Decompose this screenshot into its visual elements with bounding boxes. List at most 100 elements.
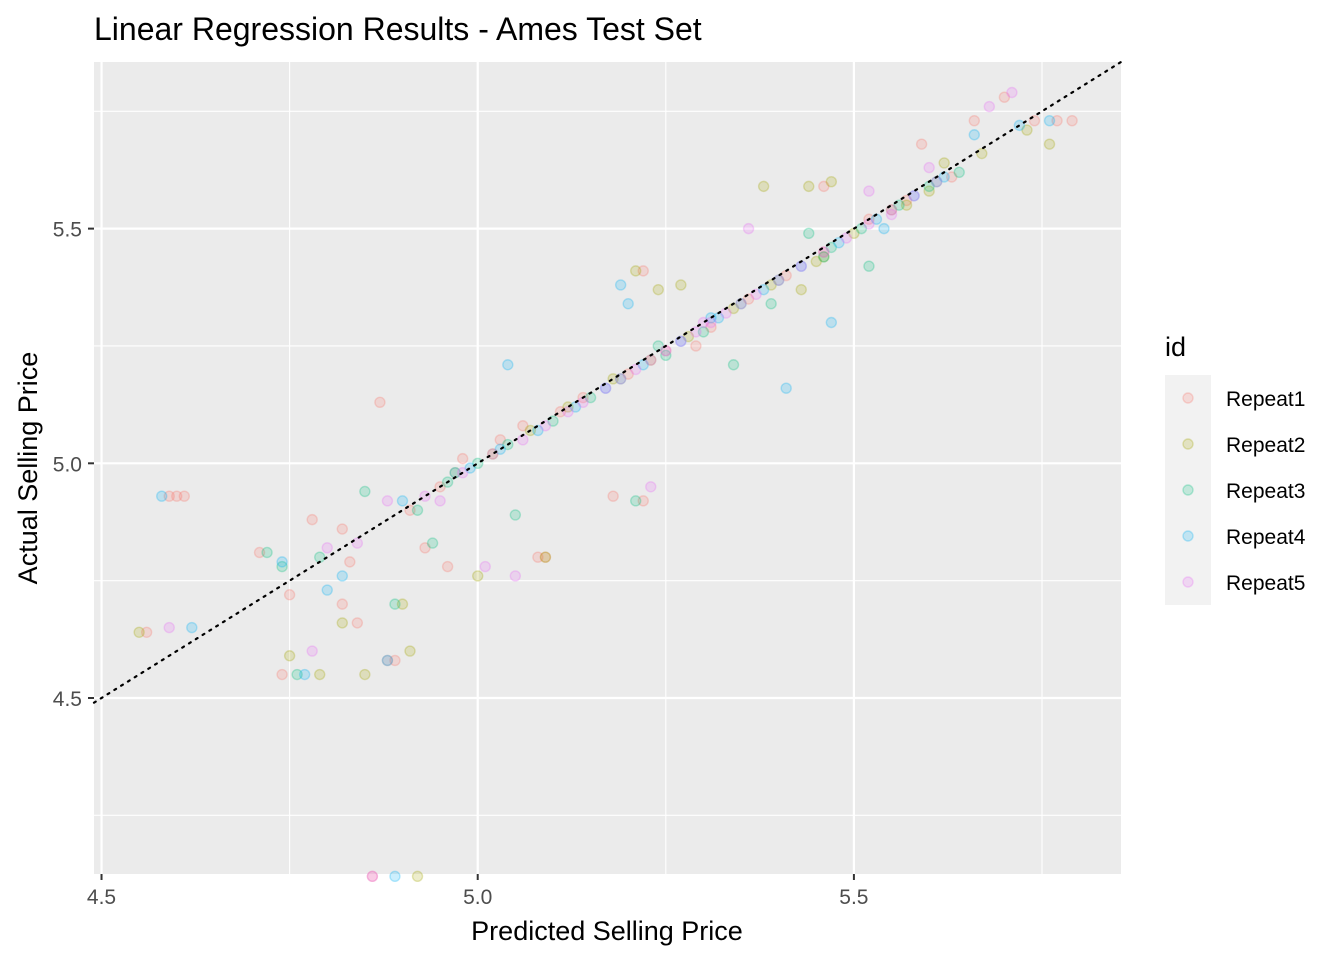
data-point-repeat3 xyxy=(803,227,815,240)
data-point-repeat1 xyxy=(441,560,454,573)
data-point-repeat5 xyxy=(562,405,574,418)
legend-key-repeat4 xyxy=(1182,530,1194,542)
data-point-repeat2 xyxy=(976,147,988,160)
data-point-repeat5 xyxy=(479,560,491,573)
data-point-repeat2 xyxy=(818,251,830,263)
legend-key-repeat1 xyxy=(1182,392,1194,404)
data-point-repeat1 xyxy=(351,617,364,629)
data-point-repeat4 xyxy=(1043,114,1056,127)
x-tick-label: 5.0 xyxy=(463,886,492,909)
data-point-repeat3 xyxy=(697,326,710,338)
legend-key-repeat5 xyxy=(1182,576,1194,588)
data-point-repeat5 xyxy=(1006,86,1018,99)
legend-label-repeat2: Repeat2 xyxy=(1226,434,1305,457)
data-point-repeat2 xyxy=(359,668,371,681)
data-point-repeat3 xyxy=(660,349,672,362)
data-point-repeat2 xyxy=(938,157,950,169)
x-axis-title: Predicted Selling Price xyxy=(471,916,743,946)
data-point-repeat3 xyxy=(359,485,371,498)
legend-entries: Repeat1 Repeat2 Repeat3 Repeat4 Repeat5 xyxy=(1182,388,1306,595)
y-tick-label: 4.5 xyxy=(53,688,82,711)
data-point-repeat4 xyxy=(389,870,401,883)
data-point-repeat3 xyxy=(630,495,642,507)
data-point-repeat1 xyxy=(163,490,175,502)
y-tick-label: 5.0 xyxy=(53,453,82,476)
data-point-repeat4 xyxy=(968,129,980,141)
data-point-repeat3 xyxy=(863,260,875,272)
data-point-repeat1 xyxy=(381,654,394,667)
data-point-repeat3 xyxy=(765,298,777,310)
data-point-repeat1 xyxy=(178,490,190,502)
data-point-repeat1 xyxy=(998,91,1011,103)
data-point-repeat5 xyxy=(487,448,499,460)
data-point-repeat5 xyxy=(351,537,364,549)
legend-label-repeat5: Repeat5 xyxy=(1226,572,1305,595)
grid-layer xyxy=(94,62,1121,874)
data-point-repeat5 xyxy=(321,542,333,554)
data-point-repeat2 xyxy=(757,180,770,193)
data-point-repeat1 xyxy=(456,452,469,465)
data-point-repeat1 xyxy=(637,265,649,277)
data-point-repeat1 xyxy=(344,556,356,568)
y-axis-title: Actual Selling Price xyxy=(13,352,43,585)
data-point-repeat2 xyxy=(900,199,913,211)
data-point-repeat1 xyxy=(705,321,717,333)
data-point-repeat2 xyxy=(675,279,687,291)
data-point-repeat4 xyxy=(878,222,890,235)
data-point-repeat1 xyxy=(607,490,619,502)
data-point-repeat5 xyxy=(705,316,717,329)
data-point-repeat5 xyxy=(381,495,394,507)
data-point-repeat3 xyxy=(509,509,522,521)
data-point-repeat5 xyxy=(983,100,996,113)
plot-panel xyxy=(94,62,1121,874)
data-point-repeat4 xyxy=(321,584,333,596)
legend-title: id xyxy=(1165,332,1186,362)
data-point-repeat1 xyxy=(915,138,928,150)
data-point-repeat4 xyxy=(825,316,838,329)
data-point-repeat5 xyxy=(923,161,935,174)
data-point-repeat5 xyxy=(908,190,920,202)
data-point-repeat3 xyxy=(953,166,965,179)
data-point-repeat4 xyxy=(396,495,409,507)
data-point-repeat5 xyxy=(645,481,657,493)
data-point-repeat1 xyxy=(818,180,830,193)
data-point-repeat2 xyxy=(825,175,838,188)
data-point-repeat5 xyxy=(863,185,875,197)
x-tick-label: 4.5 xyxy=(87,886,116,909)
data-point-repeat5 xyxy=(885,208,898,221)
data-point-repeat2 xyxy=(1043,138,1056,150)
data-point-repeat5 xyxy=(163,621,175,634)
data-point-repeat1 xyxy=(539,551,552,563)
data-point-repeat2 xyxy=(133,626,145,638)
data-point-repeat2 xyxy=(314,668,326,681)
data-point-repeat4 xyxy=(381,654,394,667)
data-point-repeat1 xyxy=(171,490,183,502)
data-point-repeat1 xyxy=(517,420,529,432)
data-point-repeat4 xyxy=(298,668,311,681)
data-point-repeat2 xyxy=(795,283,807,296)
data-point-repeat1 xyxy=(140,626,153,638)
data-point-repeat5 xyxy=(630,363,642,376)
legend-label-repeat1: Repeat1 xyxy=(1226,388,1305,411)
data-point-repeat4 xyxy=(502,359,514,371)
data-point-repeat4 xyxy=(156,490,168,502)
data-point-repeat1 xyxy=(306,513,318,526)
data-point-repeat2 xyxy=(396,598,409,610)
data-point-repeat5 xyxy=(772,274,785,286)
data-point-repeat2 xyxy=(472,570,484,582)
data-point-repeat3 xyxy=(276,560,288,573)
y-tick-label: 5.5 xyxy=(53,219,82,242)
data-point-repeat3 xyxy=(314,551,326,563)
data-point-repeat5 xyxy=(306,645,318,657)
data-point-repeat4 xyxy=(336,570,348,582)
data-point-repeat2 xyxy=(810,255,822,268)
data-point-repeat1 xyxy=(336,523,348,535)
data-point-repeat1 xyxy=(276,668,288,681)
data-point-repeat2 xyxy=(283,650,296,662)
data-point-repeat4 xyxy=(186,621,198,634)
data-point-repeat1 xyxy=(690,340,702,352)
x-tick-label: 5.5 xyxy=(839,886,868,909)
data-point-repeat2 xyxy=(923,185,935,197)
data-point-repeat2 xyxy=(630,265,642,277)
